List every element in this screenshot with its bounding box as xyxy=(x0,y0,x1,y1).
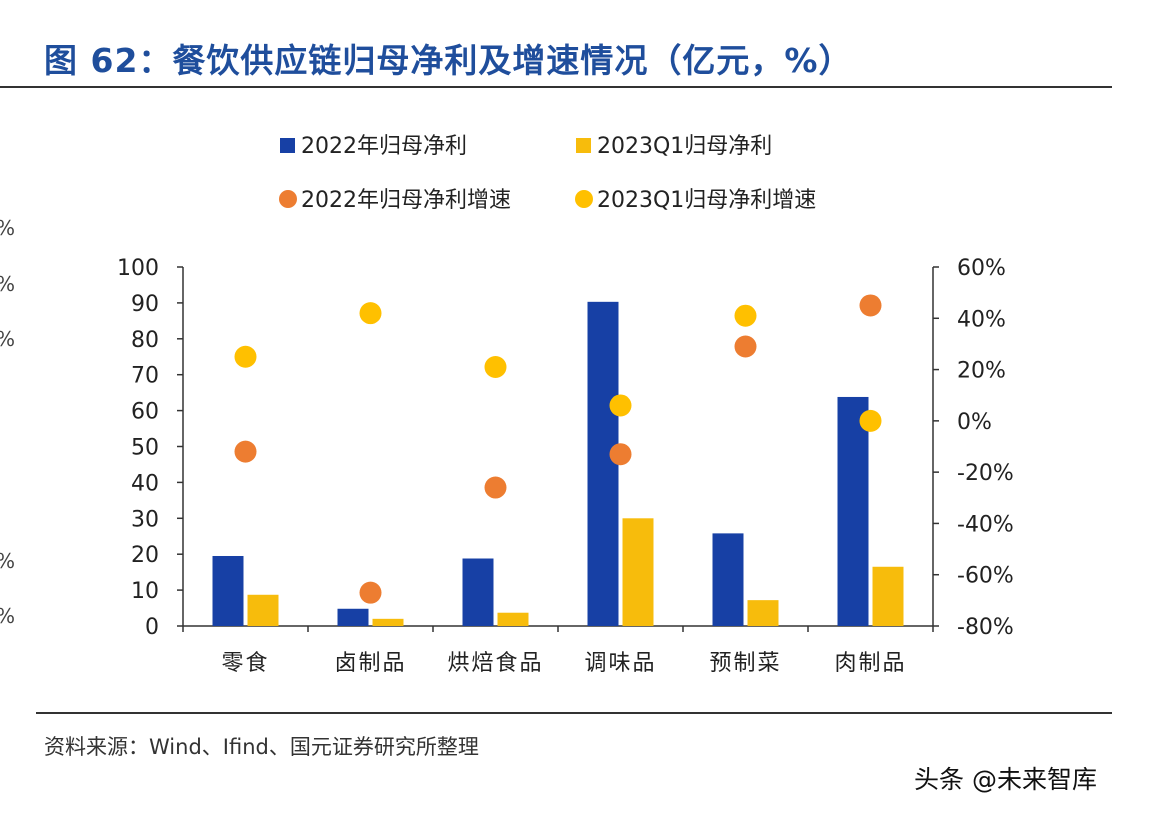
bar xyxy=(587,301,619,626)
edge-fragment: % xyxy=(0,216,15,240)
bar xyxy=(747,600,779,626)
y-tick-label-right: 20% xyxy=(957,359,1006,384)
bar xyxy=(247,594,279,626)
bar xyxy=(837,396,869,626)
y-tick-label-right: -80% xyxy=(957,615,1014,640)
y-tick-label-left: 20 xyxy=(131,543,159,568)
legend-swatch xyxy=(280,138,295,153)
y-tick-label-right: -60% xyxy=(957,564,1014,589)
scatter-point xyxy=(484,356,507,379)
y-tick-label-left: 70 xyxy=(131,364,159,389)
legend-label: 2022年归母净利 xyxy=(301,134,467,159)
scatter-point xyxy=(359,302,382,325)
scatter-point xyxy=(859,294,882,317)
y-tick-label-left: 60 xyxy=(131,400,159,425)
y-tick-label-left: 50 xyxy=(131,436,159,461)
edge-fragment: % xyxy=(0,272,15,296)
y-tick-label-left: 40 xyxy=(131,471,159,496)
y-tick-label-right: 40% xyxy=(957,307,1006,332)
scatter-point xyxy=(234,440,257,463)
y-tick-label-left: 90 xyxy=(131,292,159,317)
y-tick-label-right: -20% xyxy=(957,461,1014,486)
y-tick-label-right: 0% xyxy=(957,410,992,435)
edge-fragment: % xyxy=(0,327,15,351)
bar xyxy=(497,612,529,626)
footer-divider xyxy=(36,712,1112,714)
bar xyxy=(212,555,244,626)
x-tick-label: 卤制品 xyxy=(334,651,406,676)
y-tick-label-left: 0 xyxy=(145,615,159,640)
bar xyxy=(712,533,744,626)
legend-swatch xyxy=(576,138,591,153)
legend-label: 2022年归母净利增速 xyxy=(301,188,511,213)
source-note: 资料来源：Wind、Ifind、国元证券研究所整理 xyxy=(44,735,479,759)
legend-label: 2023Q1归母净利增速 xyxy=(597,188,816,213)
edge-fragment: % xyxy=(0,604,15,628)
legend-marker xyxy=(575,190,593,208)
bar xyxy=(372,618,404,626)
y-tick-label-left: 10 xyxy=(131,579,159,604)
watermark: 头条 @未来智库 xyxy=(914,765,1097,794)
x-tick-label: 烘焙食品 xyxy=(447,651,543,676)
x-tick-label: 零食 xyxy=(221,651,269,676)
y-tick-label-right: 60% xyxy=(957,256,1006,281)
legend-marker xyxy=(279,190,297,208)
edge-fragment: % xyxy=(0,549,15,573)
title-divider xyxy=(0,86,1112,88)
bar xyxy=(462,558,494,626)
bar xyxy=(872,566,904,626)
chart-title: 图 62：餐饮供应链归母净利及增速情况（亿元，%） xyxy=(44,41,853,80)
scatter-point xyxy=(609,394,632,417)
scatter-point xyxy=(359,581,382,604)
bar xyxy=(622,518,654,626)
y-tick-label-left: 80 xyxy=(131,328,159,353)
y-tick-label-right: -40% xyxy=(957,512,1014,537)
scatter-point xyxy=(234,345,257,368)
scatter-point xyxy=(734,304,757,327)
scatter-point xyxy=(609,443,632,466)
x-tick-label: 调味品 xyxy=(584,651,656,676)
y-tick-label-left: 100 xyxy=(117,256,159,281)
x-tick-label: 肉制品 xyxy=(834,651,906,676)
scatter-point xyxy=(484,476,507,499)
x-tick-label: 预制菜 xyxy=(709,651,781,676)
legend-label: 2023Q1归母净利 xyxy=(597,134,772,159)
combo-chart: 0 10 20 30 40 50 60 70 80 90 100 -80% -60% -40% -20% 0%… xyxy=(117,134,1014,676)
scatter-point xyxy=(734,335,757,358)
y-tick-label-left: 30 xyxy=(131,507,159,532)
scatter-point xyxy=(859,409,882,432)
bar xyxy=(337,608,369,626)
